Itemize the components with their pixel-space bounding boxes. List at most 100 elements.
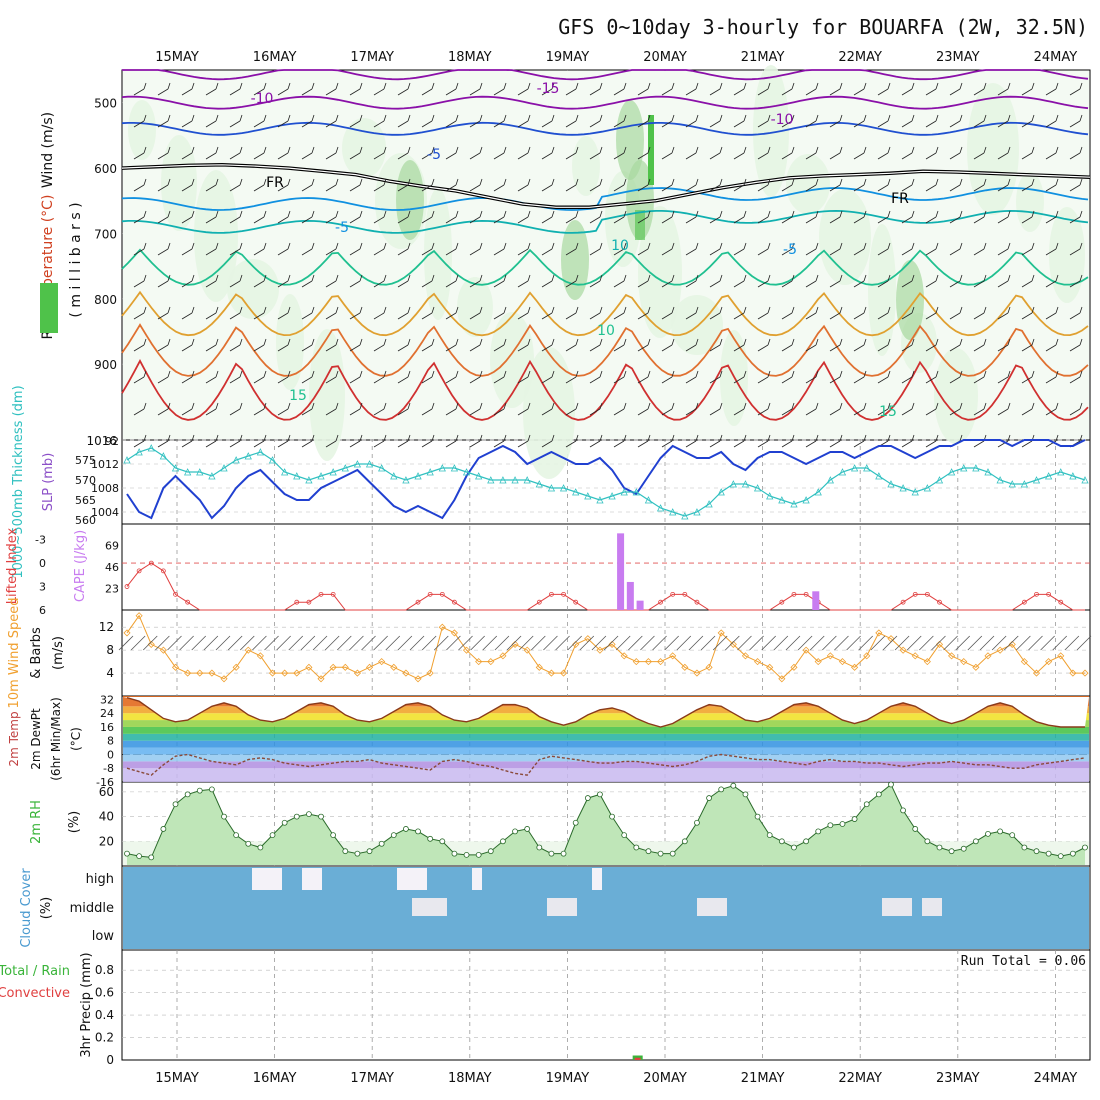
wind-barb [527, 338, 531, 346]
wind-barb [1079, 370, 1083, 378]
precip-convective-legend: Convective [0, 986, 70, 1001]
isotherm-label: -5 [427, 147, 441, 163]
rh2m-point [584, 795, 591, 801]
wind-barb [239, 338, 243, 346]
wind-barb [397, 408, 409, 416]
wind-barb [397, 120, 409, 128]
wind-barb [301, 120, 313, 128]
wind10m-point [948, 652, 956, 660]
wind-barb [757, 440, 769, 448]
wind10m-barb [943, 635, 958, 651]
wind-barb [541, 280, 553, 288]
wind-barb [685, 344, 697, 352]
wind-barb [973, 152, 985, 160]
wind-barb [1021, 152, 1033, 160]
rh2m-point [645, 848, 652, 855]
wind-barb [839, 338, 843, 346]
wind-barb [733, 184, 745, 192]
wind-barb [263, 370, 267, 378]
wind-barb [359, 210, 363, 218]
wind-barb [767, 82, 771, 90]
wind-barb [431, 114, 435, 122]
cape-bar [626, 581, 634, 610]
wind10m-barb [688, 635, 704, 651]
wind-barb [335, 306, 339, 314]
rh2m-point [633, 844, 640, 851]
isotherm-label: FR [891, 191, 909, 207]
wind-barb [781, 184, 793, 192]
isotherm-label: -10 [251, 91, 274, 107]
wind-barb [661, 216, 673, 224]
wind-barb [863, 306, 867, 314]
rh2m-axis-label: 2m RH [29, 800, 44, 844]
wind-barb [503, 338, 507, 346]
wind-barb [205, 376, 217, 384]
wind-barb [863, 242, 867, 250]
wind-barb [397, 184, 409, 192]
thickness-point [196, 468, 204, 476]
wind-barb [935, 178, 939, 186]
wind-barb [263, 178, 267, 186]
wind10m-barb [991, 635, 1007, 651]
wind-barb [349, 376, 361, 384]
panel-frame-thick [121, 439, 1091, 525]
rh2m-point [657, 850, 664, 857]
wind10m-barb [955, 635, 971, 651]
wind-barb [709, 248, 721, 256]
wind-barb [637, 184, 649, 192]
wind-barb [205, 280, 217, 288]
wind-barb [541, 376, 553, 384]
wind-barb [997, 408, 1009, 416]
wind-barb [239, 402, 243, 410]
wind-barb [383, 210, 387, 218]
cloud-high-block [472, 868, 482, 890]
wind-barb [589, 120, 601, 128]
wind-barb [469, 120, 481, 128]
rh2m-point [184, 791, 191, 798]
wind-barb [493, 184, 505, 192]
wind-barb [901, 344, 913, 352]
wind-barb [661, 120, 673, 128]
wind-barb [373, 216, 385, 224]
lifted-index-point [1058, 599, 1064, 605]
wind-barb [277, 184, 289, 192]
thickness-point [523, 476, 531, 484]
wind-barb [455, 114, 459, 122]
thickness-point [414, 472, 422, 480]
wind-barb [287, 338, 291, 346]
wind-barb [781, 248, 793, 256]
x-tick-label-bottom: 15MAY [155, 1071, 199, 1086]
temp-color-band [123, 713, 1089, 721]
wind-barb [623, 178, 627, 186]
wind-barb [733, 216, 745, 224]
wind10m-tick-label: 8 [106, 643, 114, 657]
wind-barb [973, 312, 985, 320]
wind10m-point [523, 646, 531, 654]
wind-barb [157, 152, 169, 160]
wind10m-barb [979, 635, 995, 651]
wind-barb [911, 434, 915, 442]
lifted-index-point [573, 599, 579, 605]
isotherm-label: 15 [289, 388, 307, 404]
wind-barb [143, 402, 147, 410]
wind-barb [325, 408, 337, 416]
wind-barb [565, 216, 577, 224]
cape-bar [636, 600, 644, 610]
wind-barb [455, 146, 459, 154]
wind10m-point [305, 663, 313, 671]
lifted-index-point [549, 591, 554, 597]
wind10m-barb [312, 635, 328, 651]
thickness-point [280, 468, 289, 476]
wind-barb [983, 338, 987, 346]
wind-barb [311, 242, 315, 250]
wind-barb [709, 216, 721, 224]
wind-barb [685, 280, 697, 288]
wind-barb [287, 210, 291, 218]
wind-barb [1069, 152, 1081, 160]
lifted-index-point [318, 591, 324, 597]
wind10m-point [559, 669, 568, 677]
wind-barb [551, 402, 555, 410]
thickness-point [123, 456, 131, 464]
wind-barb [445, 216, 457, 224]
wind-barb [911, 114, 915, 122]
